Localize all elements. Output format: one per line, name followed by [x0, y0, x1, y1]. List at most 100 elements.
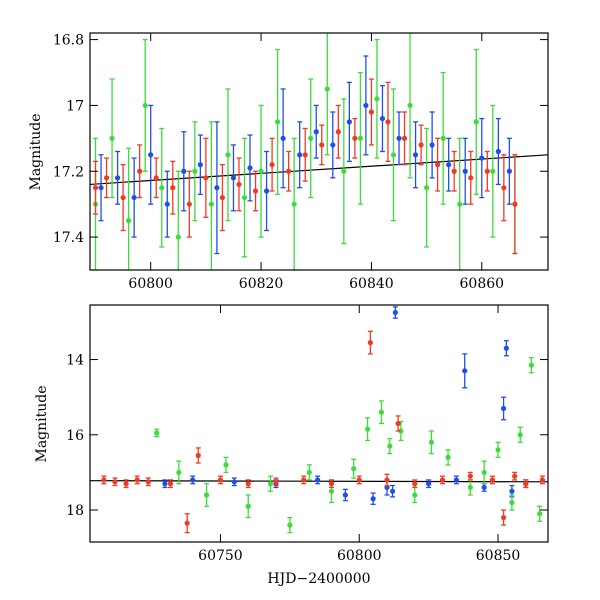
top-green-point	[407, 33, 413, 179]
bottom-blue-point	[500, 396, 507, 421]
top-blue-point	[495, 117, 501, 186]
top-panel-ylabel: Magnitude	[28, 113, 44, 190]
bottom-red-point	[167, 479, 174, 489]
top-red-point	[468, 150, 474, 205]
top-red-point	[302, 127, 308, 182]
bottom-red-point	[112, 477, 118, 487]
top-red-point	[269, 137, 275, 192]
top-y-tick-label: 16.8	[53, 33, 84, 49]
bottom-panel-ylabel: Magnitude	[34, 385, 50, 462]
top-red-point	[92, 160, 99, 215]
top-green-point	[225, 88, 231, 222]
top-green-point	[175, 170, 181, 270]
bottom-green-point	[412, 486, 418, 504]
top-red-point	[451, 150, 457, 192]
bottom-blue-point	[392, 306, 398, 319]
bottom-red-point	[328, 479, 335, 489]
top-x-tick-label: 60800	[128, 276, 173, 292]
bottom-green-point	[445, 449, 451, 466]
bottom-x-tick-label: 60850	[476, 548, 521, 564]
bottom-green-point	[509, 494, 515, 511]
top-green-point	[208, 121, 214, 270]
top-blue-point	[446, 137, 452, 192]
top-green-point	[109, 78, 115, 199]
top-red-point	[335, 104, 341, 159]
top-green-point	[275, 48, 281, 195]
top-blue-point	[148, 104, 154, 205]
bottom-red-point	[301, 475, 307, 485]
top-blue-point	[479, 117, 485, 199]
bottom-green-point	[351, 458, 357, 479]
top-blue-point	[379, 85, 386, 153]
bottom-red-point	[184, 513, 190, 534]
top-blue-point	[98, 154, 104, 222]
bottom-panel-marks	[90, 306, 548, 534]
top-y-tick-label: 17	[66, 98, 84, 114]
top-green-point	[390, 88, 397, 222]
top-green-point	[424, 127, 430, 248]
bottom-green-point	[537, 505, 543, 522]
top-blue-point	[280, 88, 286, 189]
top-red-point	[170, 160, 176, 215]
bottom-x-tick-label: 60750	[198, 548, 243, 564]
top-blue-point	[214, 121, 220, 255]
bottom-red-point	[467, 471, 473, 481]
top-red-point	[153, 157, 159, 199]
bottom-red-point	[123, 479, 129, 489]
top-red-point	[219, 164, 226, 232]
bottom-blue-point	[190, 475, 196, 485]
top-red-point	[186, 170, 192, 238]
top-green-point	[159, 127, 165, 248]
top-red-point	[484, 150, 490, 192]
bottom-panel-ticks: 60750 60800 60850 14 16 18	[66, 305, 548, 564]
bottom-green-point	[517, 426, 523, 443]
top-x-tick-label: 60840	[349, 276, 394, 292]
top-red-point	[103, 157, 110, 199]
top-blue-point	[412, 121, 419, 189]
top-red-point	[418, 124, 424, 166]
bottom-red-point	[500, 509, 507, 526]
bottom-green-point	[223, 456, 229, 474]
bottom-green-point	[287, 516, 293, 534]
bottom-green-point	[176, 460, 182, 485]
bottom-x-tick-label: 60800	[337, 548, 382, 564]
bottom-green-point	[398, 420, 404, 442]
top-green-point	[258, 104, 264, 238]
bottom-red-point	[523, 479, 529, 489]
top-red-point	[435, 137, 441, 192]
top-red-point	[252, 170, 259, 212]
top-y-tick-label: 17.2	[53, 164, 84, 180]
top-red-point	[352, 117, 358, 159]
bottom-blue-point	[426, 479, 432, 489]
top-blue-point	[297, 121, 303, 189]
top-blue-point	[346, 81, 352, 163]
bottom-panel-xlabel: HJD−2400000	[267, 571, 370, 587]
bottom-green-point	[428, 430, 435, 455]
top-trend-line	[90, 154, 548, 186]
bottom-red-point	[512, 471, 518, 481]
bottom-y-tick-label: 18	[66, 503, 84, 519]
bottom-red-point	[489, 475, 496, 485]
top-blue-point	[164, 170, 170, 238]
top-blue-point	[197, 134, 203, 195]
bottom-green-point	[203, 483, 210, 507]
top-green-point	[142, 38, 148, 172]
bottom-red-point	[356, 475, 362, 485]
top-blue-point	[462, 137, 468, 205]
top-x-tick-label: 60820	[239, 276, 284, 292]
bottom-panel: 60750 60800 60850 14 16 18 Magnitude HJD−2400…	[34, 304, 549, 587]
bottom-green-point	[528, 357, 534, 374]
top-green-point	[308, 78, 314, 199]
top-blue-point	[363, 55, 369, 156]
top-red-point	[368, 78, 375, 146]
top-green-point	[192, 121, 198, 222]
top-red-point	[203, 137, 209, 218]
bottom-red-point	[195, 447, 201, 464]
top-green-point	[241, 137, 248, 258]
top-blue-point	[230, 144, 237, 212]
bottom-blue-point	[503, 340, 509, 357]
bottom-red-point	[245, 479, 251, 489]
bottom-red-point	[412, 479, 418, 489]
top-red-point	[137, 144, 143, 199]
bottom-red-point	[145, 477, 151, 487]
